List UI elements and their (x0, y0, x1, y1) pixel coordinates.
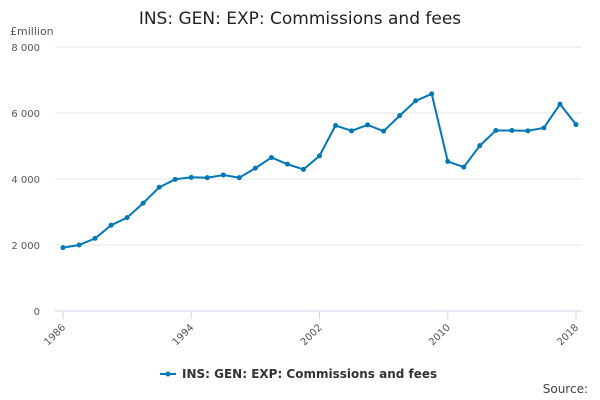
data-point[interactable] (429, 91, 435, 97)
series-points (60, 91, 579, 251)
data-point[interactable] (413, 98, 419, 104)
data-point[interactable] (284, 161, 290, 167)
data-point[interactable] (317, 153, 322, 159)
data-point[interactable] (445, 159, 451, 165)
data-point[interactable] (573, 122, 579, 128)
data-point[interactable] (92, 235, 98, 241)
legend-point-marker (165, 371, 171, 377)
legend[interactable]: INS: GEN: EXP: Commissions and fees (160, 367, 437, 381)
data-point[interactable] (557, 101, 563, 107)
data-point[interactable] (541, 125, 547, 131)
x-tick-label: 1986 (42, 322, 68, 348)
y-tick-label: 2 000 (11, 241, 40, 252)
data-point[interactable] (525, 128, 531, 134)
data-point[interactable] (349, 128, 355, 134)
y-tick-label: 0 (34, 307, 40, 318)
data-point[interactable] (509, 127, 515, 133)
data-point[interactable] (252, 165, 258, 171)
data-point[interactable] (365, 122, 371, 128)
series-line (62, 92, 577, 249)
legend-label[interactable]: INS: GEN: EXP: Commissions and fees (182, 367, 437, 381)
data-point[interactable] (188, 174, 194, 180)
data-point[interactable] (76, 242, 82, 248)
x-tick-label: 2010 (427, 322, 453, 348)
data-point[interactable] (156, 184, 162, 190)
y-tick-label: 8 000 (11, 43, 40, 54)
x-axis-ticks: 1986 1994 2002 2010 2018 (42, 311, 581, 348)
data-point[interactable] (461, 164, 467, 170)
x-tick-label: 2002 (299, 322, 325, 348)
data-point[interactable] (172, 176, 178, 182)
y-tick-label: 4 000 (11, 175, 40, 186)
data-point[interactable] (333, 123, 339, 129)
grid (55, 46, 582, 246)
x-tick-label: 1994 (171, 322, 197, 348)
y-axis-ticks: 0 2 000 4 000 6 000 8 000 (11, 43, 40, 318)
data-point[interactable] (397, 113, 403, 119)
chart-title: INS: GEN: EXP: Commissions and fees (139, 9, 461, 29)
source-label: Source: (543, 382, 588, 396)
data-point[interactable] (108, 222, 114, 228)
data-point[interactable] (140, 200, 146, 206)
data-point[interactable] (477, 143, 483, 149)
data-point[interactable] (268, 155, 274, 161)
y-axis-unit-label: £million (10, 25, 54, 38)
y-tick-label: 6 000 (11, 109, 40, 120)
data-point[interactable] (60, 245, 66, 251)
data-point[interactable] (381, 128, 387, 134)
data-point[interactable] (493, 127, 499, 133)
data-point[interactable] (124, 215, 130, 221)
data-point[interactable] (220, 172, 226, 178)
data-point[interactable] (204, 175, 210, 181)
data-point[interactable] (236, 175, 242, 181)
x-tick-label: 2018 (555, 322, 581, 348)
data-point[interactable] (300, 166, 306, 172)
